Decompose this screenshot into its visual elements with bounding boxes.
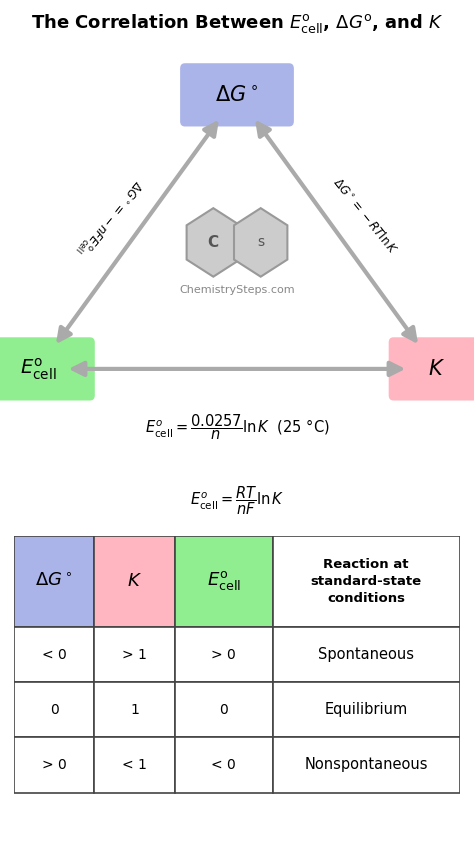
Bar: [94, 738, 174, 792]
Text: The Correlation Between $E^\mathrm{o}_\mathrm{cell}$, $\Delta G^\mathrm{o}$, and: The Correlation Between $E^\mathrm{o}_\m…: [30, 14, 444, 37]
Text: > 0: > 0: [211, 648, 236, 662]
Text: $E^\mathrm{o}_\mathrm{cell}$: $E^\mathrm{o}_\mathrm{cell}$: [19, 356, 56, 382]
Text: 1: 1: [130, 703, 139, 717]
Bar: [174, 738, 273, 792]
Text: Reaction at
standard-state
conditions: Reaction at standard-state conditions: [310, 558, 422, 605]
Text: 0: 0: [50, 703, 59, 717]
Bar: [14, 738, 94, 792]
Text: > 1: > 1: [122, 648, 147, 662]
Bar: [273, 683, 460, 738]
Text: $E^\mathrm{o}_\mathrm{cell}$: $E^\mathrm{o}_\mathrm{cell}$: [207, 570, 241, 593]
Bar: [94, 683, 174, 738]
Bar: [174, 683, 273, 738]
Text: $\Delta G^\circ$: $\Delta G^\circ$: [36, 572, 73, 591]
Text: $\Delta G^\circ = -nFE^\mathrm{o}_\mathrm{cell}$: $\Delta G^\circ = -nFE^\mathrm{o}_\mathr…: [73, 174, 145, 258]
Bar: [94, 627, 174, 683]
Text: < 1: < 1: [122, 758, 147, 772]
Bar: [174, 627, 273, 683]
Bar: [273, 738, 460, 792]
Bar: [174, 536, 273, 627]
Text: ChemistrySteps.com: ChemistrySteps.com: [179, 285, 295, 295]
Text: s: s: [257, 235, 264, 249]
Text: $K$: $K$: [127, 572, 142, 591]
Bar: [273, 536, 460, 627]
Text: 0: 0: [219, 703, 228, 717]
Text: < 0: < 0: [211, 758, 236, 772]
Text: $K$: $K$: [428, 359, 445, 379]
FancyBboxPatch shape: [0, 337, 95, 400]
Bar: [273, 627, 460, 683]
Text: Spontaneous: Spontaneous: [318, 648, 414, 662]
Text: $\Delta G^\circ$: $\Delta G^\circ$: [215, 85, 259, 105]
Bar: [14, 683, 94, 738]
Bar: [14, 627, 94, 683]
Text: > 0: > 0: [42, 758, 67, 772]
FancyBboxPatch shape: [180, 63, 294, 127]
Text: C: C: [208, 235, 219, 250]
Text: Nonspontaneous: Nonspontaneous: [304, 757, 428, 773]
Text: Equilibrium: Equilibrium: [325, 702, 408, 717]
Text: $E^o_\mathrm{cell} = \dfrac{0.0257}{n}\ln K$  (25 °C): $E^o_\mathrm{cell} = \dfrac{0.0257}{n}\l…: [145, 412, 329, 442]
Text: < 0: < 0: [42, 648, 67, 662]
Text: $E^o_\mathrm{cell} = \dfrac{RT}{nF}\ln K$: $E^o_\mathrm{cell} = \dfrac{RT}{nF}\ln K…: [190, 484, 284, 517]
Bar: [14, 536, 94, 627]
Bar: [94, 536, 174, 627]
FancyBboxPatch shape: [389, 337, 474, 400]
Text: $\Delta G^\circ = -RT\ln K$: $\Delta G^\circ = -RT\ln K$: [330, 175, 400, 257]
